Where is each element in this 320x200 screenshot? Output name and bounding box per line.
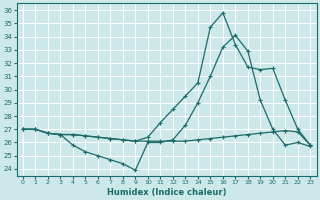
X-axis label: Humidex (Indice chaleur): Humidex (Indice chaleur) <box>107 188 226 197</box>
